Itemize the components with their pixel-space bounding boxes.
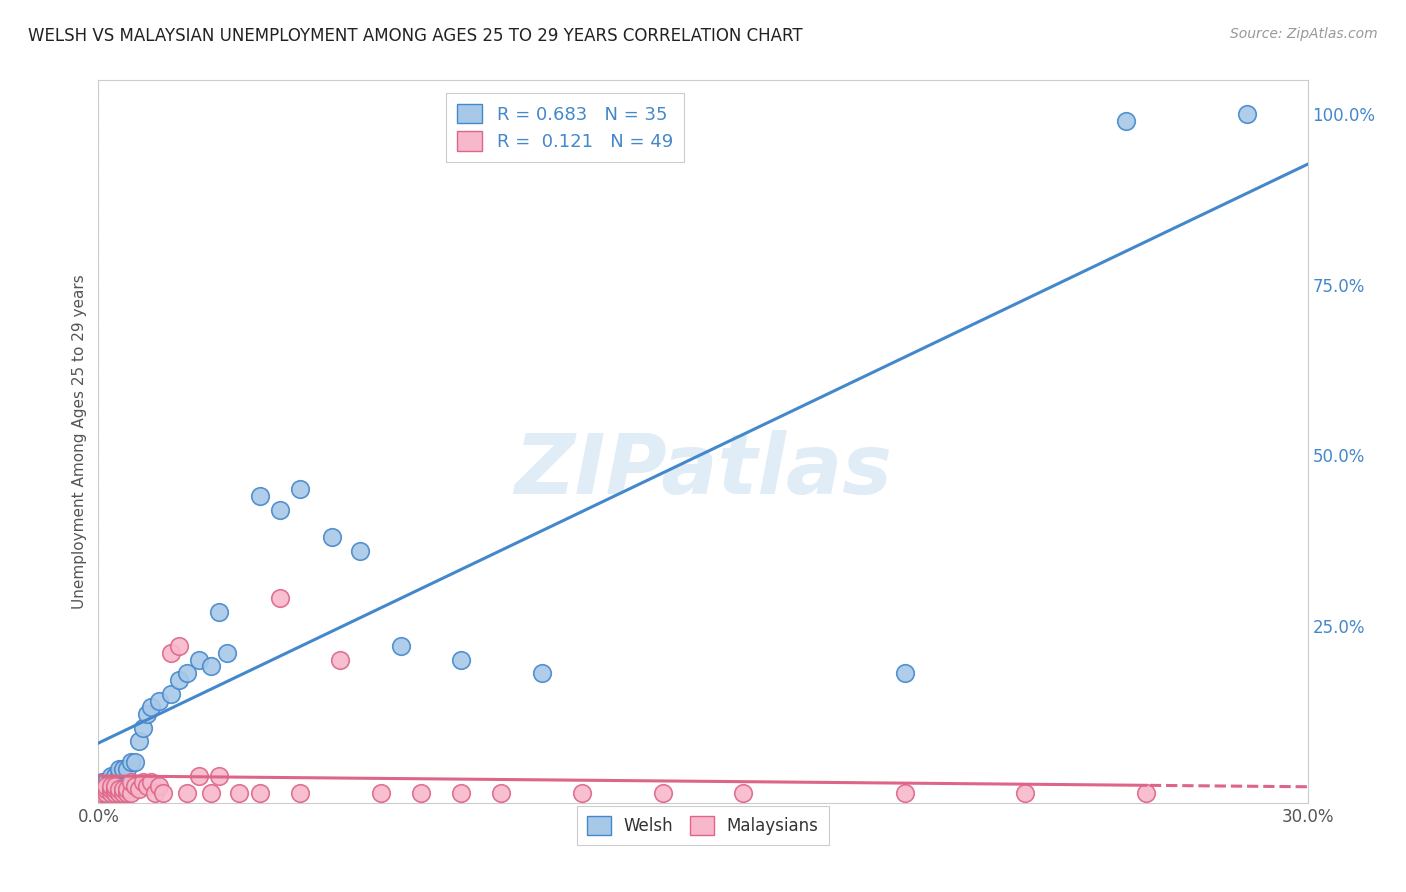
Point (1236, 107, 1258, 121)
Point (107, 782, 129, 797)
Point (288, 482, 311, 496)
Point (111, 762, 134, 776)
Point (160, 687, 183, 701)
Point (160, 646, 183, 660)
Point (208, 768, 231, 782)
Point (571, 786, 593, 800)
Point (200, 659, 222, 673)
Point (167, 673, 190, 687)
Point (120, 775, 142, 789)
Point (96, 782, 118, 797)
Point (111, 782, 134, 797)
Point (139, 775, 162, 789)
Point (269, 502, 291, 516)
Point (124, 755, 146, 769)
Point (893, 666, 915, 681)
Point (228, 786, 250, 800)
Point (128, 734, 150, 748)
Point (135, 707, 157, 722)
Point (893, 786, 915, 800)
Point (321, 530, 343, 544)
Text: Source: ZipAtlas.com: Source: ZipAtlas.com (1230, 27, 1378, 41)
Point (91, 786, 114, 800)
Point (120, 786, 142, 800)
Point (107, 786, 129, 800)
Point (249, 489, 271, 503)
Point (132, 775, 155, 789)
Point (132, 721, 155, 735)
Point (288, 786, 311, 800)
Point (200, 786, 222, 800)
Point (152, 786, 174, 800)
Point (733, 786, 755, 800)
Point (96, 786, 118, 800)
Point (100, 768, 122, 782)
Y-axis label: Unemployment Among Ages 25 to 29 years: Unemployment Among Ages 25 to 29 years (72, 274, 87, 609)
Point (135, 779, 157, 793)
Point (176, 666, 198, 681)
Point (188, 768, 211, 782)
Point (148, 779, 170, 793)
Point (100, 786, 122, 800)
Point (100, 782, 122, 797)
Point (217, 646, 239, 660)
Text: ZIPatlas: ZIPatlas (515, 430, 891, 511)
Point (115, 786, 138, 800)
Point (107, 768, 129, 782)
Point (491, 786, 513, 800)
Point (1014, 786, 1036, 800)
Point (1135, 786, 1157, 800)
Point (91, 775, 114, 789)
Point (1115, 114, 1137, 128)
Point (349, 543, 371, 558)
Point (148, 693, 170, 707)
Point (651, 786, 673, 800)
Point (530, 666, 553, 681)
Point (208, 605, 231, 619)
Point (100, 779, 122, 793)
Point (120, 755, 142, 769)
Point (176, 786, 198, 800)
Point (128, 782, 150, 797)
Point (96, 775, 118, 789)
Point (249, 786, 271, 800)
Point (107, 762, 129, 776)
Point (124, 779, 146, 793)
Point (96, 779, 118, 793)
Point (115, 782, 138, 797)
Text: WELSH VS MALAYSIAN UNEMPLOYMENT AMONG AGES 25 TO 29 YEARS CORRELATION CHART: WELSH VS MALAYSIAN UNEMPLOYMENT AMONG AG… (28, 27, 803, 45)
Point (269, 591, 291, 606)
Point (450, 786, 472, 800)
Legend: Welsh, Malaysians: Welsh, Malaysians (578, 806, 828, 845)
Point (91, 782, 114, 797)
Point (103, 768, 125, 782)
Point (103, 775, 125, 789)
Point (188, 653, 211, 667)
Point (111, 786, 134, 800)
Point (409, 786, 432, 800)
Point (103, 779, 125, 793)
Point (115, 762, 138, 776)
Point (100, 775, 122, 789)
Point (103, 786, 125, 800)
Point (91, 786, 114, 800)
Point (167, 639, 190, 653)
Point (103, 782, 125, 797)
Point (389, 639, 412, 653)
Point (329, 653, 352, 667)
Point (370, 786, 392, 800)
Point (139, 700, 162, 714)
Point (450, 653, 472, 667)
Point (143, 786, 166, 800)
